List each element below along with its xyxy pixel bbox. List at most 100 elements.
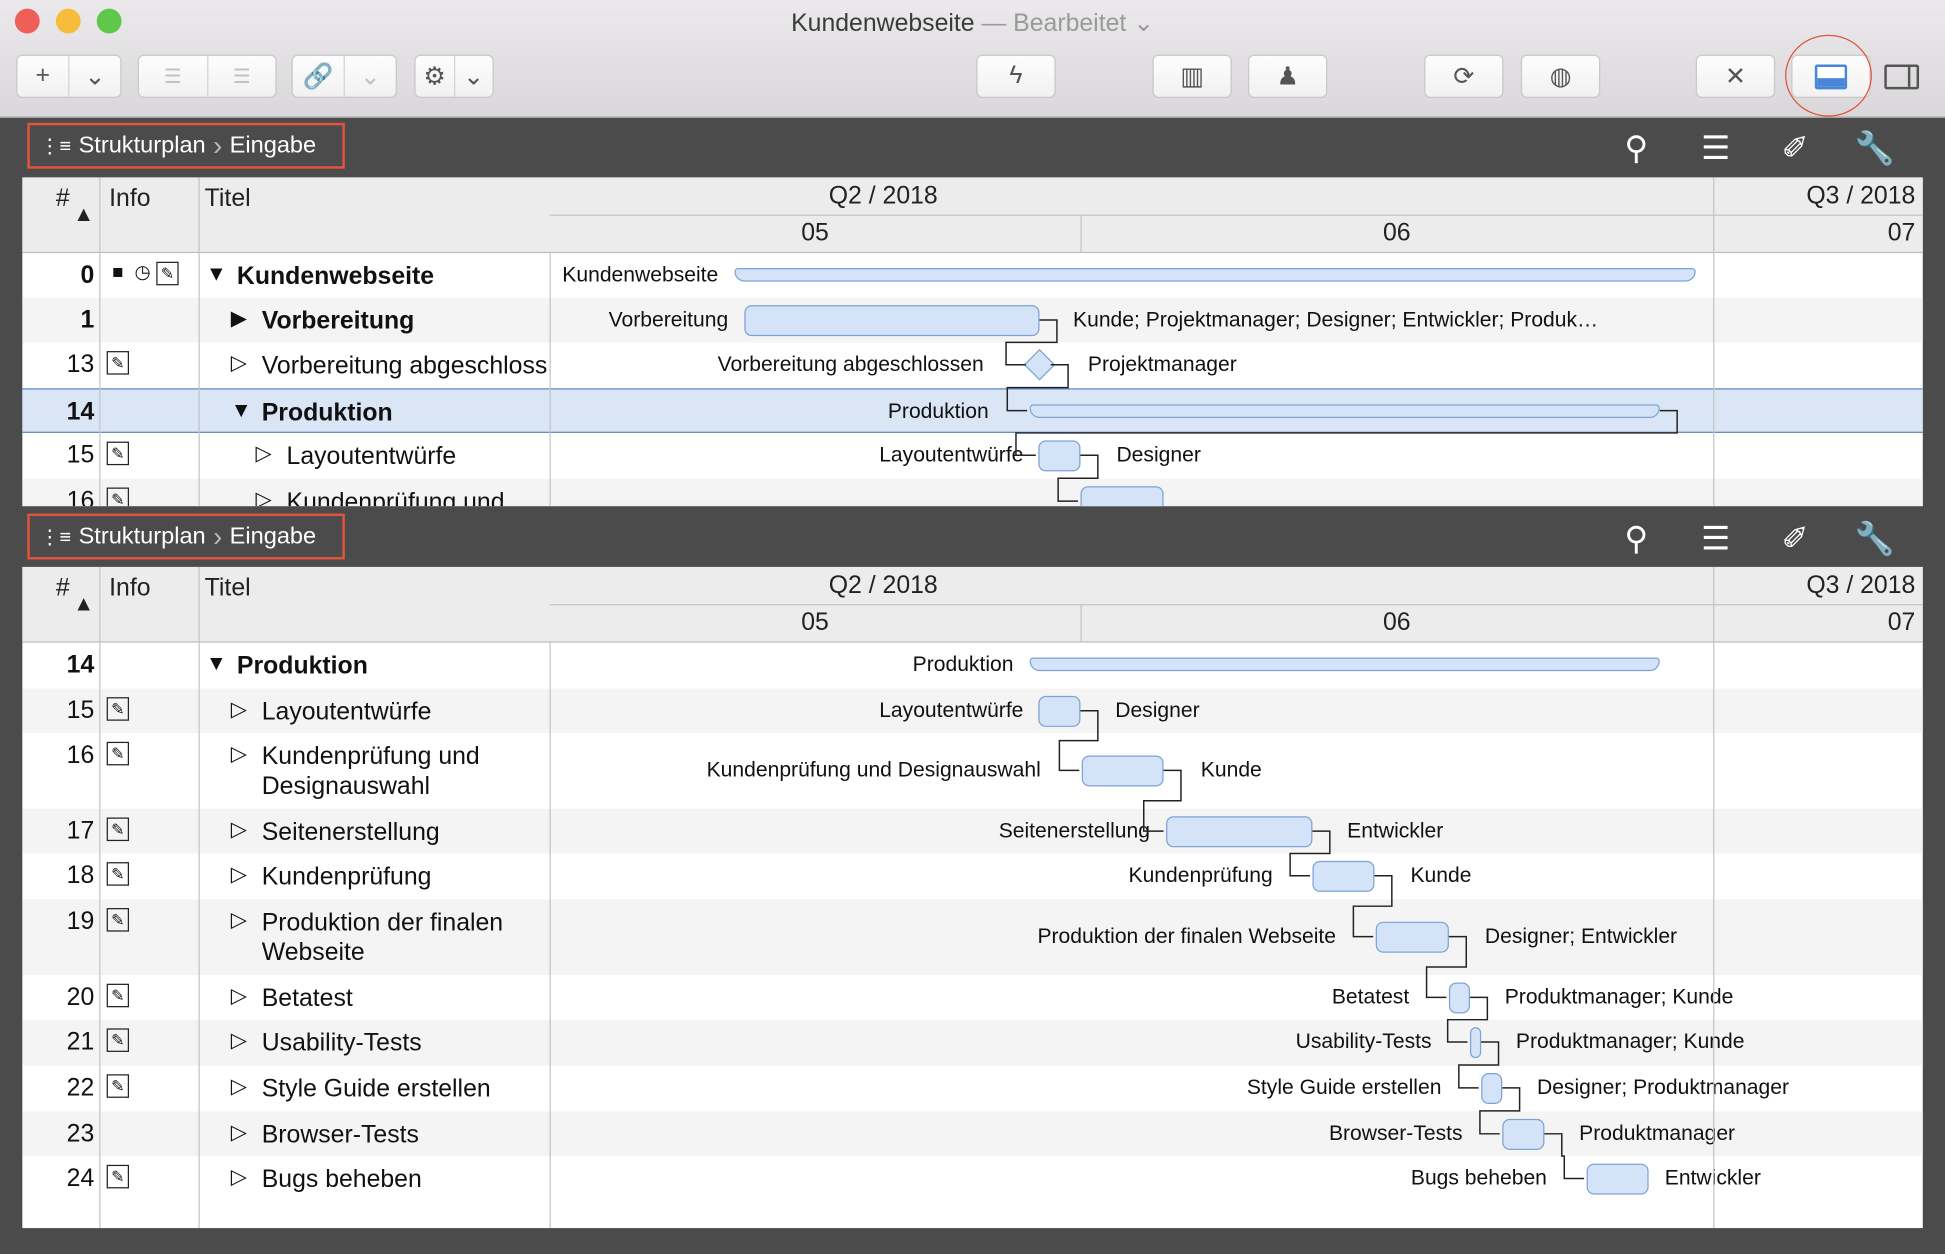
table-row[interactable]: 14 ▼ Produktion Produktion [22, 388, 1923, 433]
note-icon[interactable]: ✎ [106, 862, 130, 886]
table-row[interactable]: 17 ✎ ▷ Seitenerstellung Seitenerstellung Entw… [22, 808, 1923, 854]
tools-icon[interactable]: ✕ [1725, 63, 1746, 91]
expander-icon[interactable]: ▷ [230, 908, 247, 932]
breadcrumb-item[interactable]: Strukturplan [78, 522, 206, 549]
chevron-down-icon[interactable]: ⌄ [68, 55, 120, 97]
row-title[interactable]: Seitenerstellung [261, 818, 440, 847]
row-title[interactable]: Vorbereitung [261, 307, 415, 335]
library-icon[interactable]: ▥ [1180, 63, 1204, 91]
gantt-layout-icon[interactable]: ☰ [1701, 129, 1731, 167]
row-title[interactable]: Vorbereitung abgeschloss [261, 352, 548, 380]
expander-icon[interactable]: ▷ [230, 697, 247, 721]
table-row[interactable]: 16 ✎ ▷ Kundenprüfung und Designauswahl Kunde… [22, 733, 1922, 809]
gantt-task-bar[interactable] [1448, 982, 1470, 1014]
lightning-icon[interactable]: ϟ [1009, 62, 1023, 90]
close-button[interactable] [14, 8, 40, 34]
table-row[interactable]: 16 ✎ ▷ Kundenprüfung und [22, 478, 1923, 507]
column-header-title[interactable]: Titel [204, 184, 251, 213]
gantt-task-bar[interactable] [1586, 1163, 1649, 1195]
note-icon[interactable]: ✎ [106, 487, 130, 507]
sidebar-view-icon[interactable] [1873, 55, 1929, 98]
chevron-down-icon[interactable]: ⌄ [343, 55, 396, 97]
row-title[interactable]: Produktion [236, 652, 368, 680]
table-row[interactable]: 23 ▷ Browser-Tests Browser-Tests Produktmana… [22, 1111, 1923, 1157]
column-header-number[interactable]: # [55, 184, 70, 213]
column-divider[interactable] [198, 177, 200, 254]
expander-icon[interactable]: ▼ [205, 261, 227, 286]
gantt-task-bar[interactable] [744, 305, 1040, 337]
gantt-task-bar[interactable] [1081, 755, 1164, 787]
row-title[interactable]: Kundenprüfung und [286, 488, 505, 507]
table-row[interactable]: 21 ✎ ▷ Usability-Tests Usability-Tests Produk… [22, 1019, 1923, 1066]
expander-icon[interactable]: ▼ [205, 651, 227, 675]
note-icon[interactable]: ✎ [106, 441, 130, 466]
breadcrumb-item[interactable]: Eingabe [229, 522, 317, 549]
expander-icon[interactable]: ▷ [230, 351, 247, 375]
gantt-task-bar[interactable] [1502, 1118, 1545, 1150]
table-row[interactable]: 14 ▼ Produktion Produktion [22, 643, 1922, 689]
sort-ascending-icon[interactable]: ▲ [73, 591, 95, 616]
filter-icon[interactable]: ⚲ [1624, 519, 1649, 557]
column-divider[interactable] [99, 177, 101, 254]
column-header-info[interactable]: Info [109, 184, 151, 213]
note-icon[interactable]: ✎ [156, 261, 179, 286]
outdent-icon[interactable]: ☰ [163, 66, 182, 88]
table-row[interactable]: 18 ✎ ▷ Kundenprüfung Kundenprüfung Kunde [22, 853, 1922, 899]
document-status[interactable]: Bearbeitet [1013, 9, 1127, 38]
row-title[interactable]: Layoutentwürfe [261, 698, 432, 726]
gear-icon[interactable]: ⚙ [423, 63, 446, 91]
row-title[interactable]: Kundenprüfung und Designauswahl [261, 743, 480, 801]
expander-icon[interactable]: ▷ [230, 741, 247, 766]
gantt-summary-bar[interactable] [1029, 657, 1660, 672]
link-icon[interactable]: 🔗 [302, 63, 334, 91]
expander-icon[interactable]: ▷ [230, 1028, 247, 1052]
gantt-task-bar[interactable] [1312, 860, 1375, 892]
expander-icon[interactable]: ▷ [230, 862, 247, 886]
row-title[interactable]: Produktion der finalen Webseite [261, 909, 504, 967]
indent-icon[interactable]: ☰ [206, 55, 276, 97]
note-icon[interactable]: ✎ [106, 697, 130, 721]
table-row[interactable]: 15 ✎ ▷ Layoutentwürfe Layoutentwürfe Designer [22, 433, 1922, 479]
gantt-task-bar[interactable] [1038, 440, 1081, 472]
row-title[interactable]: Usability-Tests [261, 1029, 422, 1057]
column-header-info[interactable]: Info [109, 574, 151, 602]
table-row[interactable]: 15 ✎ ▷ Layoutentwürfe Layoutentwürfe Designer [22, 688, 1923, 734]
row-title[interactable]: Produktion [261, 399, 393, 427]
row-title[interactable]: Kundenwebseite [236, 262, 435, 291]
person-icon[interactable]: ♟ [1276, 63, 1299, 91]
gantt-task-bar[interactable] [1080, 486, 1164, 507]
note-icon[interactable]: ✎ [106, 741, 130, 766]
zoom-button[interactable] [96, 8, 122, 34]
wrench-icon[interactable]: 🔧 [1854, 519, 1895, 557]
expander-icon[interactable]: ▷ [230, 1120, 247, 1144]
row-title[interactable]: Style Guide erstellen [261, 1075, 491, 1103]
column-header-title[interactable]: Titel [204, 574, 251, 602]
gantt-milestone[interactable] [1023, 348, 1056, 381]
table-row[interactable]: 13 ✎ ▷ Vorbereitung abgeschloss Vorbereitung… [22, 342, 1922, 388]
note-icon[interactable]: ✎ [106, 983, 130, 1008]
gantt-task-bar[interactable] [1038, 695, 1081, 727]
chevron-down-icon[interactable]: ⌄ [1133, 9, 1154, 38]
expander-icon[interactable]: ▷ [230, 1164, 247, 1189]
note-icon[interactable]: ✎ [106, 817, 130, 842]
note-icon[interactable]: ✎ [106, 1028, 130, 1052]
expander-icon[interactable]: ▷ [230, 1074, 247, 1098]
brush-icon[interactable]: ✐ [1781, 129, 1809, 167]
sync-icon[interactable]: ⟳ [1453, 63, 1475, 91]
gantt-layout-icon[interactable]: ☰ [1701, 519, 1731, 557]
row-title[interactable]: Bugs beheben [261, 1166, 422, 1194]
gantt-task-bar[interactable] [1166, 816, 1313, 848]
note-icon[interactable]: ✎ [106, 1164, 130, 1189]
row-title[interactable]: Layoutentwürfe [286, 442, 457, 471]
expander-icon[interactable]: ▶ [230, 306, 247, 330]
expander-icon[interactable]: ▼ [230, 398, 252, 422]
note-icon[interactable]: ✎ [106, 1074, 130, 1098]
table-row[interactable]: 19 ✎ ▷ Produktion der finalen Webseite Produ… [22, 899, 1923, 976]
gantt-task-bar[interactable] [1481, 1073, 1503, 1105]
filter-icon[interactable]: ⚲ [1624, 129, 1649, 167]
gantt-task-bar[interactable] [1375, 921, 1449, 953]
row-title[interactable]: Kundenprüfung [261, 863, 432, 891]
table-row[interactable]: 0 ■ ◷ ✎ ▼ Kundenwebseite Kundenwebseite [22, 253, 1922, 298]
table-row[interactable]: 22 ✎ ▷ Style Guide erstellen Style Guide ers… [22, 1066, 1922, 1112]
expander-icon[interactable]: ▷ [230, 817, 247, 842]
